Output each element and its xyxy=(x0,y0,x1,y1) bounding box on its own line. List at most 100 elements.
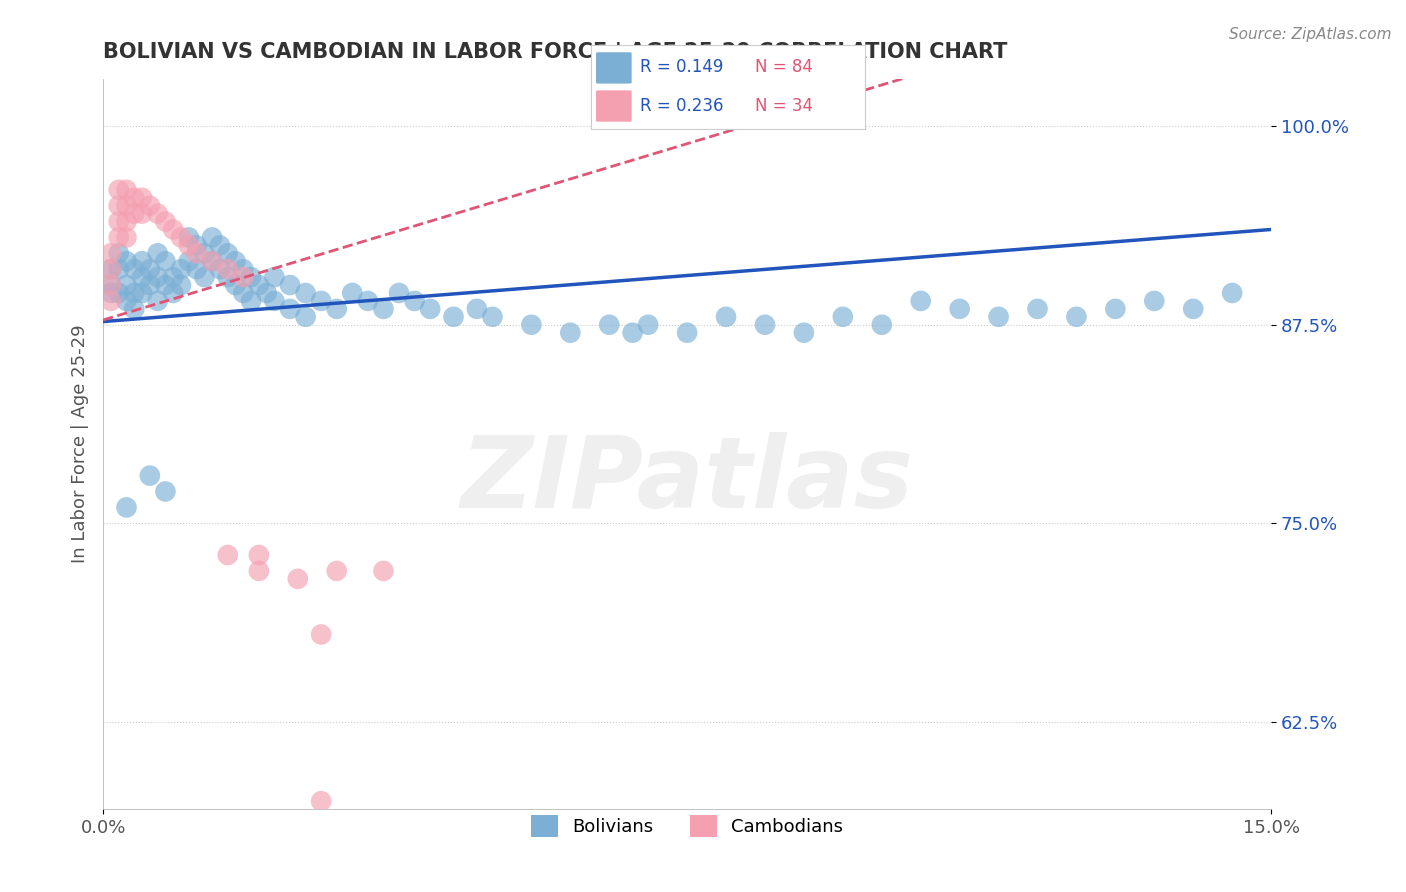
Point xyxy=(131,191,153,205)
Point xyxy=(155,484,177,499)
Point xyxy=(107,262,129,277)
Point xyxy=(263,270,285,285)
Point xyxy=(131,254,153,268)
Point xyxy=(100,293,122,308)
Text: N = 84: N = 84 xyxy=(755,59,813,77)
Point xyxy=(520,318,543,332)
Point xyxy=(193,246,215,260)
Point xyxy=(263,293,285,308)
Point xyxy=(560,326,582,340)
Point xyxy=(139,262,162,277)
Point xyxy=(309,794,332,808)
Point xyxy=(170,230,193,244)
Point xyxy=(1066,310,1088,324)
Point xyxy=(754,318,776,332)
Point xyxy=(217,246,239,260)
Point xyxy=(714,310,737,324)
Point xyxy=(177,238,200,252)
Point xyxy=(115,500,138,515)
Point xyxy=(294,285,316,300)
Point xyxy=(256,285,278,300)
Point xyxy=(342,285,364,300)
Point xyxy=(224,278,246,293)
Point xyxy=(240,270,263,285)
Point xyxy=(325,301,347,316)
Point xyxy=(201,254,224,268)
Point xyxy=(201,230,224,244)
Point xyxy=(294,310,316,324)
Point xyxy=(124,191,146,205)
Point xyxy=(115,230,138,244)
Point xyxy=(177,254,200,268)
Point xyxy=(146,293,169,308)
Point xyxy=(240,293,263,308)
Point xyxy=(1104,301,1126,316)
Point xyxy=(100,262,122,277)
FancyBboxPatch shape xyxy=(596,90,631,121)
Point xyxy=(139,199,162,213)
Point xyxy=(598,318,620,332)
Point xyxy=(831,310,853,324)
Point xyxy=(131,206,153,220)
Point xyxy=(100,285,122,300)
Point xyxy=(186,246,208,260)
Point xyxy=(193,270,215,285)
Point xyxy=(124,206,146,220)
Point xyxy=(232,285,254,300)
Point xyxy=(139,468,162,483)
Point xyxy=(637,318,659,332)
Legend: Bolivians, Cambodians: Bolivians, Cambodians xyxy=(524,807,851,844)
Point xyxy=(910,293,932,308)
Point xyxy=(949,301,972,316)
Point xyxy=(325,564,347,578)
Point xyxy=(217,548,239,562)
Point xyxy=(247,278,270,293)
Point xyxy=(232,270,254,285)
Point xyxy=(107,285,129,300)
Point xyxy=(621,326,644,340)
Point xyxy=(115,254,138,268)
Point xyxy=(107,183,129,197)
Point xyxy=(247,564,270,578)
Text: Source: ZipAtlas.com: Source: ZipAtlas.com xyxy=(1229,27,1392,42)
Point xyxy=(278,278,301,293)
Point xyxy=(217,262,239,277)
Point xyxy=(870,318,893,332)
Point xyxy=(146,246,169,260)
Point xyxy=(217,270,239,285)
Point xyxy=(162,285,184,300)
Point xyxy=(208,262,231,277)
Point xyxy=(139,278,162,293)
Point xyxy=(131,285,153,300)
Point xyxy=(373,564,395,578)
Point xyxy=(107,214,129,228)
Point xyxy=(107,230,129,244)
Point xyxy=(1182,301,1205,316)
Point xyxy=(115,278,138,293)
Point xyxy=(162,270,184,285)
Text: ZIPatlas: ZIPatlas xyxy=(461,432,914,529)
Point xyxy=(124,301,146,316)
Y-axis label: In Labor Force | Age 25-29: In Labor Force | Age 25-29 xyxy=(72,325,89,563)
Point xyxy=(115,293,138,308)
Point xyxy=(1026,301,1049,316)
Text: BOLIVIAN VS CAMBODIAN IN LABOR FORCE | AGE 25-29 CORRELATION CHART: BOLIVIAN VS CAMBODIAN IN LABOR FORCE | A… xyxy=(103,42,1008,62)
Point xyxy=(419,301,441,316)
Point xyxy=(177,230,200,244)
Point xyxy=(170,262,193,277)
Point xyxy=(208,238,231,252)
Point xyxy=(107,246,129,260)
Point xyxy=(388,285,411,300)
Point xyxy=(247,548,270,562)
Point xyxy=(224,254,246,268)
Point xyxy=(100,262,122,277)
Point xyxy=(481,310,503,324)
Text: R = 0.236: R = 0.236 xyxy=(640,96,723,114)
Point xyxy=(155,214,177,228)
Point xyxy=(115,183,138,197)
Point xyxy=(404,293,426,308)
Point xyxy=(131,270,153,285)
Point xyxy=(107,199,129,213)
Text: N = 34: N = 34 xyxy=(755,96,813,114)
Point xyxy=(162,222,184,236)
